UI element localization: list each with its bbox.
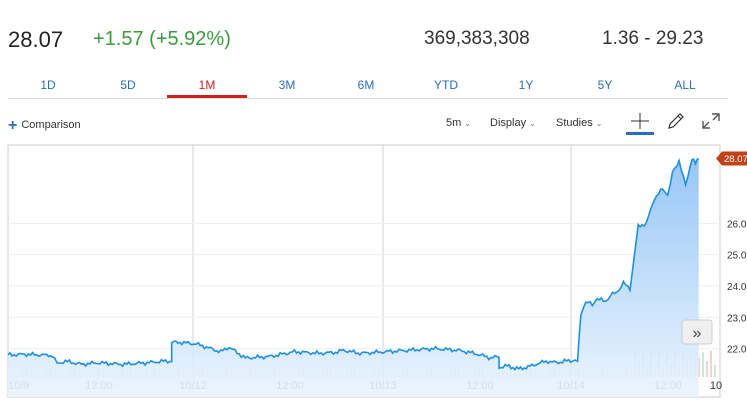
x-tick-label: 10 (710, 380, 722, 392)
volume: 369,383,308 (424, 28, 530, 49)
price-range: 1.36 - 29.23 (602, 28, 704, 49)
y-tick-label: 24.0 (727, 282, 747, 293)
interval-label: 5m (446, 117, 462, 129)
scroll-forward-button[interactable]: » (681, 319, 713, 345)
tab-1m[interactable]: 1M (198, 78, 216, 92)
price-line (7, 157, 700, 371)
last-price: 28.07 (8, 27, 64, 52)
tab-5d[interactable]: 5D (120, 78, 136, 92)
studies-label: Studies (556, 117, 593, 129)
chevron-down-icon: ⌄ (595, 119, 603, 128)
y-tick-label: 23.0 (727, 313, 747, 324)
y-tick-label: 26.0 (727, 219, 747, 230)
chevron-down-icon: ⌄ (464, 119, 471, 128)
quote-header: 28.07 +1.57 (+5.92%) 369,383,308 1.36 - … (0, 0, 747, 70)
chart-toolbar: + Comparison 5m ⌄ Display ⌄ Studies ⌄ (0, 110, 747, 136)
price-change: +1.57 (+5.92%) (93, 28, 231, 50)
tab-ytd[interactable]: YTD (434, 78, 458, 92)
last-price-tag-label: 28.07 (724, 154, 747, 165)
price-chart[interactable]: 22.023.024.025.026.010/912:0010/1212:001… (0, 142, 747, 405)
plus-icon: + (8, 117, 18, 134)
tab-6m[interactable]: 6M (357, 78, 375, 92)
studies-dropdown[interactable]: Studies ⌄ (556, 117, 602, 129)
comparison-label: Comparison (21, 119, 81, 131)
tab-5y[interactable]: 5Y (597, 78, 613, 92)
fullscreen-button[interactable] (697, 110, 725, 132)
tab-3m[interactable]: 3M (278, 78, 296, 92)
comparison-button[interactable]: + Comparison (8, 117, 81, 135)
double-chevron-right-icon: » (693, 325, 702, 342)
price-area (8, 158, 699, 397)
chevron-down-icon: ⌄ (529, 119, 536, 128)
crosshair-tool[interactable] (626, 110, 654, 135)
expand-icon (702, 113, 720, 129)
y-tick-label: 25.0 (727, 251, 747, 262)
active-tab-indicator (167, 95, 247, 98)
interval-dropdown[interactable]: 5m ⌄ (446, 117, 471, 129)
crosshair-icon (631, 113, 649, 129)
display-label: Display (490, 117, 527, 129)
y-tick-label: 22.0 (727, 345, 747, 356)
tab-all[interactable]: ALL (674, 78, 696, 92)
timeframe-tabs: 1D 5D 1M 3M 6M YTD 1Y 5Y ALL (8, 74, 728, 99)
draw-tool[interactable] (662, 110, 690, 132)
tab-1y[interactable]: 1Y (518, 78, 534, 92)
pencil-icon (668, 113, 684, 129)
tab-1d[interactable]: 1D (40, 78, 56, 92)
display-dropdown[interactable]: Display ⌄ (490, 117, 536, 129)
last-price-tag (716, 151, 747, 166)
price-chart-svg: 22.023.024.025.026.010/912:0010/1212:001… (7, 144, 747, 398)
